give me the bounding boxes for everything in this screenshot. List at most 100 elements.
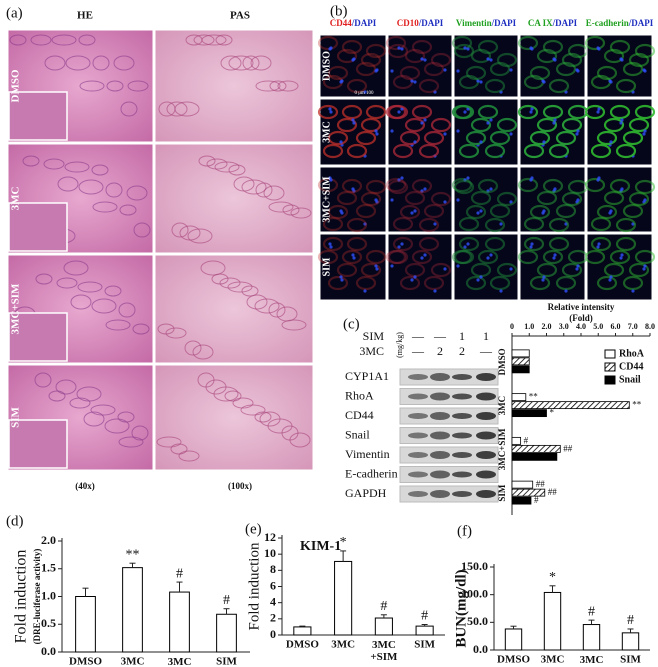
nucleus [390, 198, 394, 202]
nucleus [619, 256, 623, 260]
bar [169, 591, 190, 653]
bar [216, 613, 237, 653]
signal [423, 275, 445, 291]
signal [590, 236, 612, 252]
signal [451, 177, 473, 193]
chart-subtitle: (Fold) [569, 313, 593, 323]
signal [609, 104, 631, 120]
signal [590, 143, 612, 159]
dose: — [411, 329, 425, 343]
signal [392, 143, 414, 159]
signal [536, 262, 558, 278]
blot-band [408, 452, 428, 458]
category-label: DMSO [286, 639, 319, 651]
tubule [213, 386, 239, 402]
signal [548, 217, 570, 233]
error-bar [129, 562, 136, 568]
signal [355, 61, 377, 77]
nucleus [486, 256, 490, 260]
blot-band [430, 373, 450, 381]
tubule [118, 302, 136, 318]
tubule [104, 418, 130, 434]
signal [392, 216, 414, 232]
signal [392, 236, 414, 252]
signal [628, 191, 650, 207]
significance: ** [632, 400, 642, 410]
tubule [90, 404, 116, 416]
nucleus [609, 140, 613, 144]
bar [511, 401, 630, 410]
blot-band [476, 451, 496, 459]
nucleus [375, 132, 379, 136]
nucleus [351, 253, 355, 257]
category-label: DMSO [497, 348, 507, 375]
nucleus [486, 57, 490, 61]
y-tick-label: 8 [270, 562, 276, 576]
bar [334, 560, 353, 636]
bar [511, 444, 561, 453]
tubule [228, 164, 246, 176]
tubule [133, 222, 151, 238]
nucleus [352, 256, 356, 260]
inset [8, 312, 68, 362]
nucleus [509, 267, 513, 271]
nucleus [479, 209, 483, 213]
signal [365, 43, 387, 59]
dose: 1 [483, 329, 489, 343]
signal [341, 178, 363, 194]
signal [517, 35, 539, 51]
column-header: CA IX/DAPI [528, 18, 578, 28]
bar [511, 409, 547, 418]
signal [418, 143, 440, 159]
tubule [105, 319, 131, 331]
blot-band [430, 470, 450, 479]
tubule [131, 425, 149, 441]
nucleus [530, 107, 534, 111]
signal [387, 249, 409, 265]
error-bar [340, 550, 347, 562]
nucleus [476, 278, 480, 282]
tubule [70, 294, 92, 310]
legend-swatch [604, 375, 616, 385]
tubule [290, 207, 312, 219]
signal [529, 130, 551, 146]
micrograph [154, 143, 314, 254]
y-tick-label: 6 [270, 578, 276, 592]
nucleus [413, 80, 417, 84]
nucleus [390, 264, 394, 268]
nucleus [608, 278, 612, 282]
signal [341, 249, 363, 265]
signal [584, 35, 606, 51]
protein-label: GAPDH [345, 486, 387, 500]
signal [609, 249, 631, 265]
nucleus [529, 245, 533, 249]
signal [609, 39, 631, 55]
fluorescence-image [519, 233, 586, 301]
tubule [227, 281, 253, 293]
signal [336, 48, 358, 64]
nucleus [552, 256, 556, 260]
nucleus [410, 278, 414, 282]
nucleus [575, 132, 579, 136]
signal [411, 104, 433, 120]
nucleus [329, 110, 333, 114]
blot-band [476, 392, 496, 401]
blot-band [430, 451, 450, 459]
tubule [92, 55, 110, 71]
significance: ** [529, 392, 539, 402]
bar [374, 617, 393, 636]
bar [511, 365, 530, 374]
signal [634, 249, 656, 265]
signal [404, 117, 426, 133]
protein-label: E-cadherin [345, 466, 398, 480]
error-bar [176, 581, 183, 593]
signal [365, 104, 387, 120]
signal [555, 203, 577, 219]
nucleus [410, 79, 414, 83]
nucleus [397, 110, 401, 114]
signal [385, 249, 407, 265]
tubule [241, 285, 259, 297]
tubule [69, 397, 91, 409]
nucleus [620, 58, 624, 62]
row-label: DMSO [321, 51, 332, 81]
